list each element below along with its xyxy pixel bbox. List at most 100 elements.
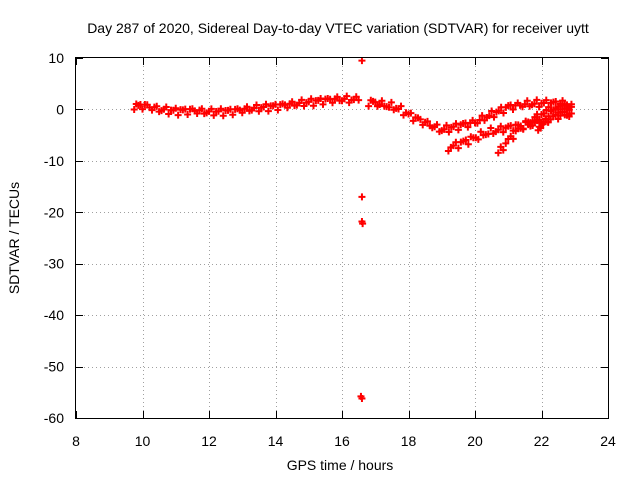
y-tick-label: 10 [48, 50, 64, 66]
data-points [130, 57, 575, 402]
data-point [288, 98, 296, 106]
x-axis-label: GPS time / hours [287, 457, 394, 473]
data-point [462, 136, 470, 144]
data-point [567, 110, 575, 118]
series-branch-right [534, 108, 575, 134]
data-point [433, 121, 441, 129]
data-point [243, 103, 251, 111]
data-point [343, 92, 351, 100]
data-point [207, 105, 215, 113]
data-point [540, 110, 548, 118]
data-point [416, 115, 424, 123]
y-axis-label: SDTVAR / TECUs [6, 182, 22, 294]
axis-ticks [76, 58, 609, 419]
series-track-main [130, 92, 363, 120]
x-tick-label: 14 [268, 433, 284, 449]
data-point [165, 110, 173, 118]
data-point [533, 96, 541, 104]
x-tick-label: 8 [72, 433, 80, 449]
data-point [210, 111, 218, 119]
y-tick-label: -60 [44, 410, 64, 426]
data-point [184, 110, 192, 118]
data-point [229, 111, 237, 119]
data-point [535, 103, 543, 111]
data-point [488, 107, 496, 115]
y-tick-label: -20 [44, 204, 64, 220]
data-point [310, 102, 317, 110]
data-point [174, 111, 182, 119]
x-tick-label: 16 [334, 433, 350, 449]
data-point [333, 93, 341, 101]
data-point [552, 98, 560, 106]
data-point [359, 220, 367, 228]
data-point [329, 99, 336, 107]
data-point [365, 102, 373, 110]
data-point [499, 128, 507, 136]
data-point [523, 97, 531, 105]
data-point [530, 100, 538, 108]
y-tick-label: -40 [44, 307, 64, 323]
y-tick-label: -30 [44, 256, 64, 272]
data-point [495, 107, 503, 115]
x-tick-label: 18 [401, 433, 417, 449]
data-point [464, 140, 472, 148]
data-point [397, 102, 405, 110]
data-point [253, 101, 260, 109]
data-point [542, 96, 550, 104]
data-point [490, 113, 498, 121]
data-point [499, 146, 507, 154]
data-point [376, 100, 384, 108]
data-point [478, 112, 486, 120]
x-tick-label: 22 [534, 433, 550, 449]
data-point [443, 121, 450, 129]
data-point [502, 139, 510, 147]
data-point [567, 103, 575, 111]
data-point [358, 394, 366, 402]
data-point [539, 120, 547, 128]
data-point [307, 95, 315, 103]
x-tick-label: 24 [600, 433, 616, 449]
x-tick-label: 12 [201, 433, 217, 449]
data-point [172, 104, 180, 112]
data-point [487, 124, 495, 132]
plot-frame [75, 57, 609, 419]
data-point [537, 124, 545, 132]
data-point [162, 103, 170, 111]
data-point [485, 112, 493, 120]
data-point [440, 125, 448, 133]
data-point [509, 135, 517, 143]
data-point [444, 147, 452, 155]
data-point [445, 128, 453, 136]
data-point [262, 100, 270, 108]
series-track-post-gap [365, 96, 575, 136]
data-point [371, 98, 379, 106]
y-tick-label: 0 [56, 101, 64, 117]
data-point [255, 107, 263, 115]
data-point [409, 117, 417, 125]
data-point [424, 117, 431, 125]
data-point [497, 122, 505, 130]
data-point [139, 105, 146, 113]
data-point [452, 120, 460, 128]
data-point [454, 126, 462, 134]
series-outliers [357, 57, 367, 402]
data-point [378, 97, 386, 105]
data-point [535, 115, 543, 123]
data-point [519, 125, 527, 133]
data-point [355, 96, 363, 104]
data-point [358, 193, 366, 201]
data-point [500, 109, 507, 117]
data-point [283, 104, 291, 112]
y-tick-label: -50 [44, 359, 64, 375]
data-point [494, 149, 502, 157]
data-point [509, 105, 517, 113]
data-point [217, 105, 225, 113]
x-tick-label: 20 [467, 433, 483, 449]
data-point [130, 105, 138, 113]
data-point [198, 105, 206, 113]
y-tick-label: -10 [44, 153, 64, 169]
data-point [358, 57, 366, 65]
data-point [529, 117, 537, 125]
data-point [319, 100, 327, 108]
